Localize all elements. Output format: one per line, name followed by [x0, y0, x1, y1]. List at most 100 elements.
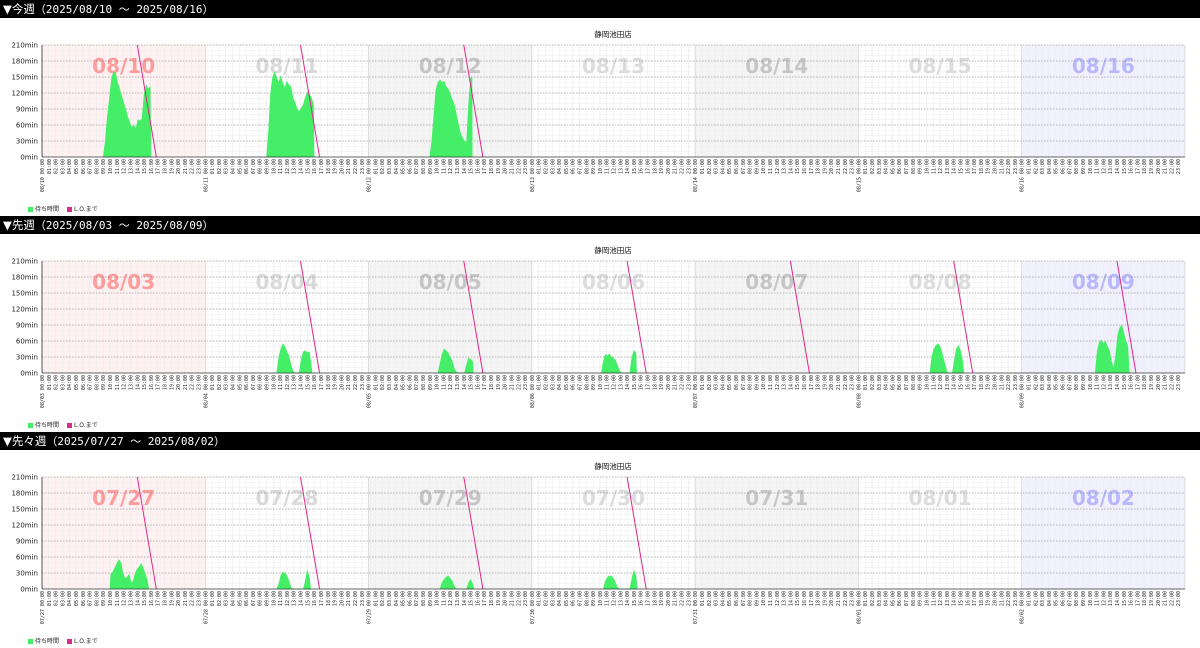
x-tick-label: 23:00	[850, 159, 856, 174]
x-tick-label: 14:00	[952, 375, 958, 390]
wait-time-area	[276, 570, 311, 590]
y-tick-label: 90min	[16, 538, 38, 546]
x-tick-label: 10:00	[761, 591, 767, 606]
x-tick-label: 11:00	[1095, 159, 1101, 174]
y-tick-label: 0min	[20, 154, 38, 162]
legend-swatch-last-order	[66, 422, 72, 428]
wait-time-chart: 08/10 08/11 08/12 08/13 08/14 08/15 08/16 0min 3…	[11, 42, 1186, 192]
x-tick-label: 13:00	[1108, 159, 1114, 174]
x-tick-label: 19:00	[169, 591, 175, 606]
x-tick-label: 16:00	[965, 159, 971, 174]
x-tick-label: 14:00	[299, 159, 305, 174]
x-tick-label: 08:00	[1074, 375, 1080, 390]
x-tick-label: 04:00	[720, 375, 726, 390]
x-tick-label: 23:00	[850, 375, 856, 390]
x-tick-label: 09:00	[101, 591, 107, 606]
x-tick-label: 06:00	[571, 591, 577, 606]
x-tick-label: 08/12 00:00	[367, 159, 373, 192]
x-tick-label: 06:00	[81, 375, 87, 390]
x-tick-label: 22:00	[843, 591, 849, 606]
x-tick-label: 12:00	[938, 159, 944, 174]
x-tick-label: 12:00	[1101, 375, 1107, 390]
x-tick-label: 17:00	[646, 159, 652, 174]
x-tick-label: 06:00	[897, 159, 903, 174]
x-tick-label: 21:00	[1163, 159, 1169, 174]
x-tick-label: 19:00	[169, 375, 175, 390]
x-tick-label: 21:00	[1163, 375, 1169, 390]
x-tick-label: 20:00	[829, 159, 835, 174]
x-tick-label: 15:00	[632, 591, 638, 606]
last-order-line	[463, 44, 484, 158]
x-tick-label: 01:00	[863, 591, 869, 606]
y-tick-label: 120min	[11, 522, 38, 530]
x-tick-label: 10:00	[271, 591, 277, 606]
x-tick-label: 08:00	[94, 591, 100, 606]
x-tick-label: 22:00	[680, 375, 686, 390]
x-tick-label: 19:00	[986, 375, 992, 390]
x-tick-label: 01:00	[537, 375, 543, 390]
x-tick-label: 15:00	[795, 591, 801, 606]
x-tick-label: 09:00	[428, 159, 434, 174]
x-tick-label: 23:00	[523, 591, 529, 606]
x-tick-label: 04:00	[394, 159, 400, 174]
x-tick-label: 18:00	[1142, 159, 1148, 174]
x-tick-label: 06:00	[897, 375, 903, 390]
legend-label-last-order: L.O.まで	[73, 206, 98, 213]
x-tick-label: 13:00	[618, 591, 624, 606]
x-tick-label: 08:00	[258, 591, 264, 606]
x-tick-label: 02:00	[544, 591, 550, 606]
x-tick-label: 09:00	[265, 591, 271, 606]
x-tick-label: 17:00	[972, 159, 978, 174]
x-tick-label: 10:00	[435, 591, 441, 606]
x-tick-label: 22:00	[1169, 375, 1175, 390]
x-tick-label: 11:00	[1095, 375, 1101, 390]
x-tick-label: 22:00	[516, 159, 522, 174]
day-watermark-label: 08/08	[909, 270, 972, 294]
x-tick-label: 21:00	[673, 591, 679, 606]
x-tick-label: 06:00	[407, 159, 413, 174]
x-tick-label: 05:00	[564, 159, 570, 174]
x-tick-label: 15:00	[305, 375, 311, 390]
x-tick-label: 08:00	[584, 591, 590, 606]
y-tick-label: 60min	[16, 554, 38, 562]
x-tick-label: 21:00	[346, 159, 352, 174]
y-tick-label: 120min	[11, 90, 38, 98]
x-tick-label: 05:00	[401, 591, 407, 606]
x-tick-label: 09:00	[265, 375, 271, 390]
x-tick-label: 06:00	[897, 591, 903, 606]
x-tick-label: 21:00	[183, 375, 189, 390]
x-tick-label: 12:00	[938, 375, 944, 390]
x-tick-label: 14:00	[462, 159, 468, 174]
x-tick-label: 01:00	[537, 159, 543, 174]
x-tick-label: 22:00	[190, 375, 196, 390]
x-tick-label: 01:00	[1027, 375, 1033, 390]
x-tick-label: 21:00	[1163, 591, 1169, 606]
wait-time-area	[601, 350, 637, 374]
x-tick-label: 05:00	[74, 159, 80, 174]
x-tick-label: 16:00	[475, 591, 481, 606]
section-date-range: （2025/08/03 ～ 2025/08/09）	[34, 219, 214, 232]
x-tick-label: 10:00	[598, 591, 604, 606]
x-tick-label: 03:00	[387, 159, 393, 174]
x-tick-label: 05:00	[401, 375, 407, 390]
x-tick-label: 07:00	[904, 591, 910, 606]
x-tick-label: 22:00	[843, 375, 849, 390]
x-tick-label: 03:00	[224, 375, 230, 390]
x-tick-label: 07:00	[1067, 375, 1073, 390]
x-tick-label: 14:00	[625, 159, 631, 174]
x-tick-label: 19:00	[333, 591, 339, 606]
x-tick-label: 08:00	[911, 591, 917, 606]
x-tick-label: 12:00	[775, 591, 781, 606]
x-tick-label: 10:00	[108, 375, 114, 390]
x-tick-label: 08:00	[748, 375, 754, 390]
x-tick-label: 12:00	[1101, 159, 1107, 174]
x-tick-label: 07:00	[578, 159, 584, 174]
x-tick-label: 19:00	[1149, 591, 1155, 606]
x-tick-label: 02:00	[870, 375, 876, 390]
x-tick-label: 04:00	[720, 159, 726, 174]
x-tick-label: 18:00	[979, 375, 985, 390]
x-tick-label: 08:00	[1074, 591, 1080, 606]
wait-time-area	[437, 348, 474, 374]
x-tick-label: 06:00	[734, 591, 740, 606]
x-tick-label: 12:00	[122, 591, 128, 606]
